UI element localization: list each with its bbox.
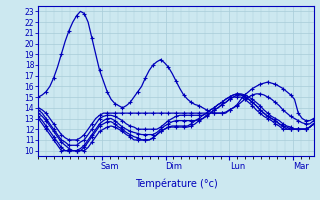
- Text: Mar: Mar: [293, 162, 309, 171]
- Text: Sam: Sam: [101, 162, 119, 171]
- X-axis label: Température (°c): Température (°c): [135, 179, 217, 189]
- Text: Lun: Lun: [230, 162, 245, 171]
- Text: Dim: Dim: [165, 162, 182, 171]
